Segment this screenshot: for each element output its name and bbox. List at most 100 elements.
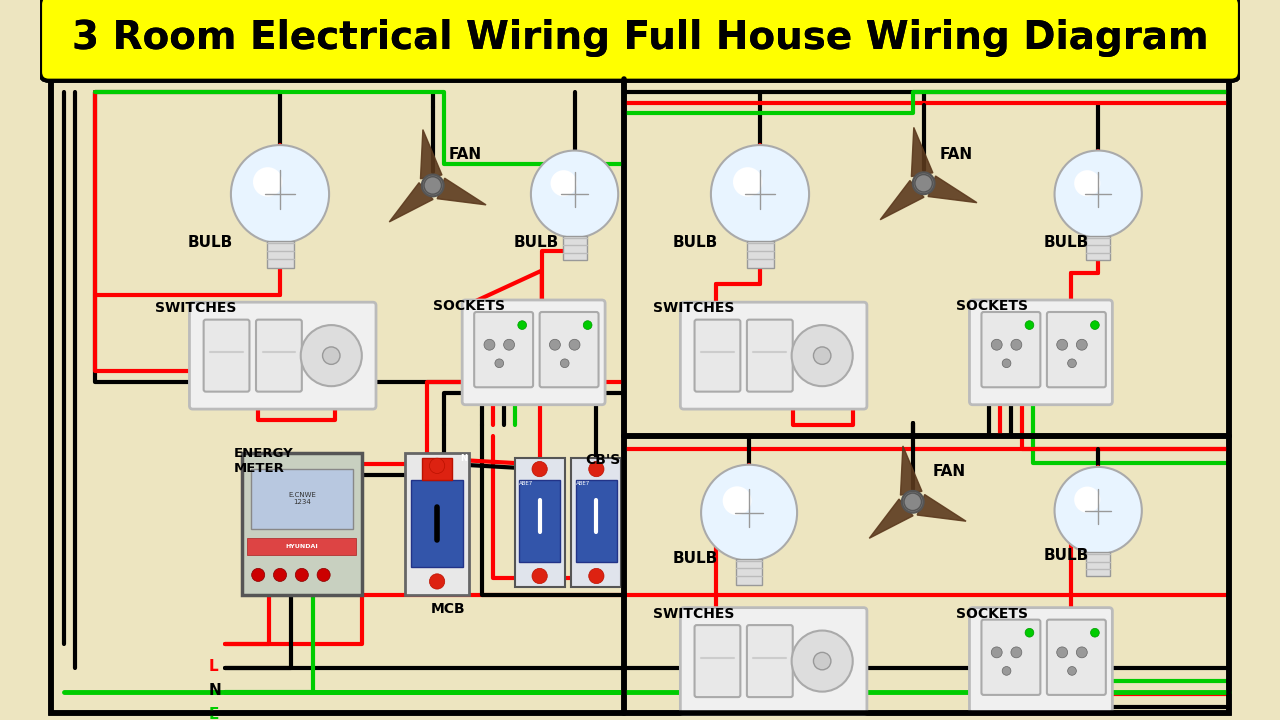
Text: N: N xyxy=(460,454,467,464)
FancyBboxPatch shape xyxy=(695,625,740,697)
Text: SWITCHES: SWITCHES xyxy=(653,606,735,621)
Bar xyxy=(422,458,452,480)
Circle shape xyxy=(991,647,1002,658)
Circle shape xyxy=(532,462,548,477)
Polygon shape xyxy=(389,183,433,222)
Circle shape xyxy=(814,652,831,670)
Circle shape xyxy=(584,320,591,330)
Circle shape xyxy=(1055,150,1142,238)
FancyBboxPatch shape xyxy=(748,320,792,392)
FancyBboxPatch shape xyxy=(189,302,376,409)
Circle shape xyxy=(1011,647,1021,658)
Polygon shape xyxy=(420,130,442,179)
Bar xyxy=(736,559,763,585)
Bar xyxy=(242,453,362,595)
Circle shape xyxy=(902,491,924,513)
Bar xyxy=(406,453,468,595)
Circle shape xyxy=(791,631,852,692)
Circle shape xyxy=(733,167,763,197)
Circle shape xyxy=(1057,647,1068,658)
Circle shape xyxy=(710,145,809,243)
Circle shape xyxy=(495,359,503,368)
Circle shape xyxy=(422,174,444,197)
Circle shape xyxy=(1057,339,1068,350)
Bar xyxy=(247,538,356,555)
FancyBboxPatch shape xyxy=(695,320,740,392)
Bar xyxy=(576,480,617,562)
Polygon shape xyxy=(900,446,922,495)
Bar xyxy=(1087,235,1110,260)
Circle shape xyxy=(430,458,444,474)
Circle shape xyxy=(1074,487,1101,513)
Text: HYUNDAI: HYUNDAI xyxy=(285,544,319,549)
Text: ABE7: ABE7 xyxy=(518,482,534,487)
Circle shape xyxy=(518,320,526,330)
Circle shape xyxy=(484,339,495,350)
Text: BULB: BULB xyxy=(1043,235,1089,250)
Text: BULB: BULB xyxy=(513,235,558,250)
Circle shape xyxy=(323,347,340,364)
FancyBboxPatch shape xyxy=(462,300,605,405)
Circle shape xyxy=(791,325,852,386)
Text: FAN: FAN xyxy=(940,148,973,162)
Text: SOCKETS: SOCKETS xyxy=(956,299,1028,313)
Circle shape xyxy=(904,493,922,510)
Polygon shape xyxy=(918,495,966,521)
Polygon shape xyxy=(869,499,913,539)
Text: SWITCHES: SWITCHES xyxy=(653,301,735,315)
Text: ENERGY
METER: ENERGY METER xyxy=(234,447,294,475)
Circle shape xyxy=(1076,647,1087,658)
Circle shape xyxy=(531,150,618,238)
Text: BULB: BULB xyxy=(673,551,718,566)
Circle shape xyxy=(589,462,604,477)
Text: CB'S: CB'S xyxy=(585,453,621,467)
Text: 3 Room Electrical Wiring Full House Wiring Diagram: 3 Room Electrical Wiring Full House Wiri… xyxy=(72,19,1208,57)
Circle shape xyxy=(561,359,570,368)
Circle shape xyxy=(814,347,831,364)
FancyBboxPatch shape xyxy=(681,302,867,409)
FancyBboxPatch shape xyxy=(681,608,867,714)
Circle shape xyxy=(570,339,580,350)
Bar xyxy=(1087,552,1110,576)
Polygon shape xyxy=(881,181,924,220)
FancyBboxPatch shape xyxy=(982,620,1041,695)
Text: BULB: BULB xyxy=(673,235,718,250)
Circle shape xyxy=(589,568,604,584)
Circle shape xyxy=(1002,667,1011,675)
FancyBboxPatch shape xyxy=(256,320,302,392)
Circle shape xyxy=(1025,320,1034,330)
Text: E: E xyxy=(209,707,219,720)
Circle shape xyxy=(296,568,308,582)
Text: ABE7: ABE7 xyxy=(576,482,590,487)
Circle shape xyxy=(230,145,329,243)
Bar xyxy=(51,78,1229,714)
Circle shape xyxy=(301,325,362,386)
Text: BULB: BULB xyxy=(1043,548,1089,562)
Text: L: L xyxy=(209,659,219,674)
FancyBboxPatch shape xyxy=(748,625,792,697)
Bar xyxy=(571,458,622,587)
Circle shape xyxy=(723,486,751,515)
Text: SOCKETS: SOCKETS xyxy=(433,299,504,313)
Circle shape xyxy=(503,339,515,350)
Circle shape xyxy=(991,339,1002,350)
Bar xyxy=(51,78,1229,714)
FancyBboxPatch shape xyxy=(1047,312,1106,387)
Bar xyxy=(518,480,561,562)
FancyBboxPatch shape xyxy=(982,312,1041,387)
FancyBboxPatch shape xyxy=(969,300,1112,405)
Text: MCB: MCB xyxy=(430,602,465,616)
FancyBboxPatch shape xyxy=(474,312,532,387)
FancyBboxPatch shape xyxy=(969,608,1112,712)
Circle shape xyxy=(252,568,265,582)
Circle shape xyxy=(1076,339,1087,350)
FancyBboxPatch shape xyxy=(204,320,250,392)
Text: SWITCHES: SWITCHES xyxy=(155,301,236,315)
Circle shape xyxy=(701,464,797,561)
Text: 3 Room Electrical Wiring Full House Wiring Diagram: 3 Room Electrical Wiring Full House Wiri… xyxy=(72,19,1208,57)
Circle shape xyxy=(1091,629,1100,637)
Circle shape xyxy=(1055,467,1142,554)
Circle shape xyxy=(1091,320,1100,330)
Text: FAN: FAN xyxy=(449,148,483,162)
Circle shape xyxy=(532,568,548,584)
